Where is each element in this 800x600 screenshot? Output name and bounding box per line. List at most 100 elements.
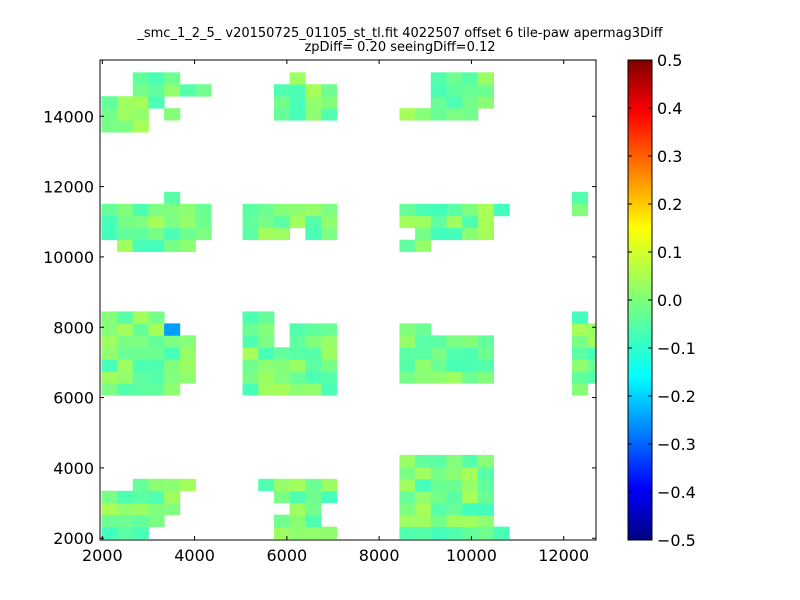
heatmap-cell (430, 96, 447, 109)
heatmap-cell (289, 526, 306, 539)
heatmap-cell (572, 191, 589, 205)
heatmap-cell (289, 335, 306, 348)
heatmap-cell (446, 466, 463, 480)
heatmap-cell (415, 203, 432, 217)
heatmap-cell (446, 359, 463, 372)
heatmap-cell (132, 239, 149, 253)
heatmap-cell (493, 203, 510, 217)
heatmap-cell (148, 96, 165, 109)
heatmap-cell (132, 526, 149, 539)
heatmap-cell (321, 490, 338, 504)
heatmap-cell (430, 514, 447, 528)
heatmap-cell (305, 347, 322, 360)
heatmap-cell (164, 383, 181, 396)
heatmap-cell (164, 191, 181, 205)
heatmap-cell (273, 478, 291, 492)
colorbar-tick-label: 0.2 (657, 195, 682, 214)
heatmap-cell (430, 72, 447, 85)
heatmap-cell (164, 347, 181, 360)
heatmap-cell (305, 371, 322, 384)
heatmap-cell (572, 347, 589, 360)
heatmap-cell (242, 371, 259, 384)
heatmap-cell (587, 347, 597, 360)
heatmap-cell (258, 383, 275, 396)
heatmap-cell (289, 323, 306, 336)
heatmap-cell (289, 383, 306, 396)
heatmap-cell (164, 84, 181, 97)
heatmap-cell (415, 239, 432, 253)
heatmap-cell (117, 96, 134, 109)
heatmap-cell (179, 215, 196, 229)
heatmap-cell (132, 120, 149, 133)
heatmap-cell (446, 108, 463, 121)
heatmap-cell (101, 96, 118, 109)
heatmap-cell (258, 311, 275, 324)
heatmap-cell (446, 96, 463, 109)
heatmap-cell (242, 203, 259, 217)
heatmap-cell (148, 359, 165, 372)
heatmap-cell (493, 526, 510, 539)
heatmap-cell (462, 203, 479, 217)
colorbar-tick-label: 0.3 (657, 147, 682, 166)
heatmap-cell (148, 215, 165, 229)
heatmap-cell (321, 383, 338, 396)
heatmap-cell (132, 108, 149, 121)
heatmap-cell (148, 371, 165, 384)
heatmap-cell (430, 347, 447, 360)
heatmap-cell (258, 227, 275, 241)
heatmap-cell (179, 478, 196, 492)
heatmap-cell (446, 502, 463, 516)
heatmap-cells (101, 72, 597, 539)
heatmap-cell (117, 203, 134, 217)
heatmap-cell (101, 371, 118, 384)
heatmap-cell (242, 311, 259, 324)
heatmap-cell (415, 371, 432, 384)
heatmap-cell (117, 383, 134, 396)
y-axis-ticks: 2000 4000 6000 8000 10000 12000 14000 (43, 107, 596, 548)
heatmap-cell (164, 502, 181, 516)
heatmap-cell (273, 227, 291, 241)
heatmap-cell (148, 383, 165, 396)
heatmap-cell (462, 72, 479, 85)
colorbar-tick-label: −0.4 (657, 483, 696, 502)
colorbar-tick-label: 0.1 (657, 243, 682, 262)
heatmap-cell (415, 478, 432, 492)
heatmap-cell (164, 215, 181, 229)
heatmap-cell (477, 72, 494, 85)
heatmap-cell (273, 108, 291, 121)
heatmap-cell (415, 215, 432, 229)
heatmap-cell (101, 120, 118, 133)
heatmap-cell (430, 335, 447, 348)
heatmap-cell (430, 215, 447, 229)
heatmap-cell (132, 502, 149, 516)
heatmap-cell (462, 84, 479, 97)
heatmap-cell (430, 108, 447, 121)
heatmap-cell (148, 490, 165, 504)
heatmap-cell (132, 323, 149, 336)
heatmap-cell (462, 526, 479, 539)
heatmap-cell (446, 454, 463, 468)
heatmap-cell (430, 478, 447, 492)
heatmap-cell (273, 215, 291, 229)
heatmap-cell (572, 323, 589, 336)
heatmap-cell (101, 359, 118, 372)
heatmap-cell (258, 323, 275, 336)
heatmap-cell (462, 335, 479, 348)
heatmap-cell (148, 478, 165, 492)
heatmap-cell (289, 359, 306, 372)
heatmap-cell (305, 526, 322, 539)
heatmap-cell (273, 490, 291, 504)
x-tick-label: 12000 (538, 546, 589, 565)
heatmap-cell (415, 454, 432, 468)
heatmap-cell (164, 239, 181, 253)
heatmap-cell (430, 526, 447, 539)
heatmap-cell (477, 359, 494, 372)
heatmap-cell (242, 227, 259, 241)
heatmap-cell (321, 323, 338, 336)
heatmap-cell (415, 347, 432, 360)
x-axis-ticks: 2000 4000 6000 8000 10000 12000 (82, 60, 589, 565)
heatmap-cell (477, 96, 494, 109)
heatmap-cell (101, 347, 118, 360)
x-tick-label: 6000 (267, 546, 308, 565)
